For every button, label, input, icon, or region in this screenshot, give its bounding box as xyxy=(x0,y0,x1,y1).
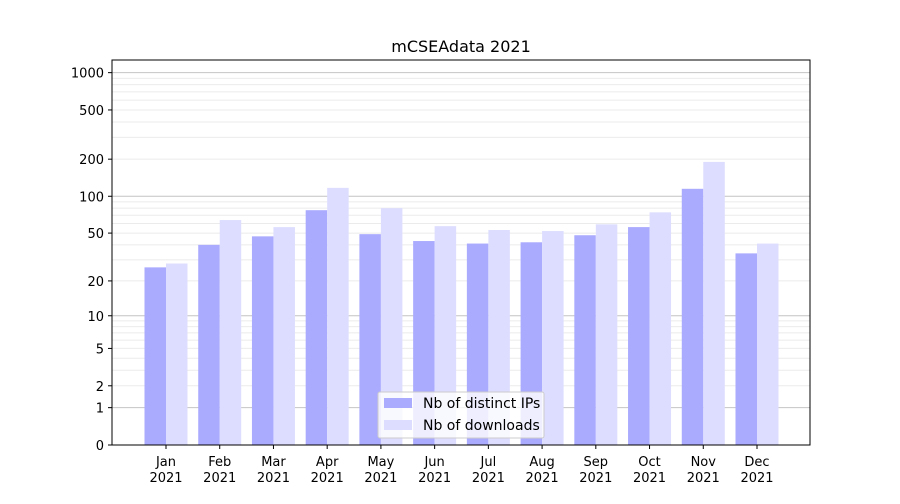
x-tick-label: Mar 2021 xyxy=(257,455,290,486)
bar-ips xyxy=(735,253,757,445)
y-tick-label: 1000 xyxy=(71,67,104,82)
bar-downloads xyxy=(649,212,672,445)
legend-box xyxy=(377,391,545,439)
bar-downloads xyxy=(757,243,779,445)
x-tick-label: Nov 2021 xyxy=(687,455,720,486)
bar-downloads xyxy=(219,220,242,445)
y-tick-label: 100 xyxy=(79,190,104,205)
y-tick-label: 500 xyxy=(79,104,104,119)
x-tick-label: Jul 2021 xyxy=(472,455,505,486)
x-tick-label: Dec 2021 xyxy=(740,455,773,486)
x-tick-label: Jan 2021 xyxy=(149,455,182,486)
x-tick-label: Sep 2021 xyxy=(579,455,612,486)
bar-downloads xyxy=(327,187,349,445)
y-tick-label: 5 xyxy=(96,342,104,357)
bar-downloads xyxy=(166,263,188,445)
bar-ips xyxy=(198,244,220,445)
x-tick-label: May 2021 xyxy=(364,455,397,486)
x-tick-label: Feb 2021 xyxy=(203,455,236,486)
y-tick-label: 0 xyxy=(96,439,104,454)
y-tick-label: 200 xyxy=(79,153,104,168)
y-axis: 0 1 2 5 10 20 50 100 200 500 1000 xyxy=(71,67,112,454)
bar-downloads xyxy=(488,230,510,445)
bar-downloads xyxy=(380,208,403,445)
legend: Nb of distinct IPs Nb of downloads xyxy=(377,391,545,439)
x-tick-label: Jun 2021 xyxy=(418,455,451,486)
y-tick-label: 20 xyxy=(87,275,104,290)
bar-ips xyxy=(251,236,274,445)
bar-ips xyxy=(681,188,704,445)
chart-title: mCSEAdata 2021 xyxy=(391,37,531,56)
x-tick-label: Apr 2021 xyxy=(311,455,344,486)
bar-ips xyxy=(305,210,328,445)
bar-downloads xyxy=(434,226,457,445)
bar-downloads xyxy=(595,224,618,445)
bar-downloads xyxy=(542,231,564,445)
legend-swatch-ips xyxy=(384,398,412,408)
x-tick-label: Oct 2021 xyxy=(633,455,666,486)
y-tick-label: 2 xyxy=(96,380,104,395)
legend-swatch-downloads xyxy=(384,420,412,430)
y-tick-label: 10 xyxy=(87,310,104,325)
y-tick-label: 1 xyxy=(96,402,104,417)
legend-label-downloads: Nb of downloads xyxy=(423,418,540,434)
x-tick-label: Aug 2021 xyxy=(526,455,559,486)
bars xyxy=(144,161,779,445)
y-tick-label: 50 xyxy=(87,227,104,242)
bar-ips xyxy=(574,235,596,445)
bar-ips xyxy=(628,227,650,445)
plot-frame xyxy=(111,59,811,446)
bar-ips xyxy=(359,234,381,445)
bar-downloads xyxy=(703,161,725,445)
bar-downloads xyxy=(273,227,295,445)
x-axis: Jan 2021 Feb 2021 Mar 2021 Apr 2021 May 2021 Jun 20… xyxy=(149,445,774,486)
legend-label-ips: Nb of distinct IPs xyxy=(423,396,540,412)
bar-ips xyxy=(144,267,166,445)
